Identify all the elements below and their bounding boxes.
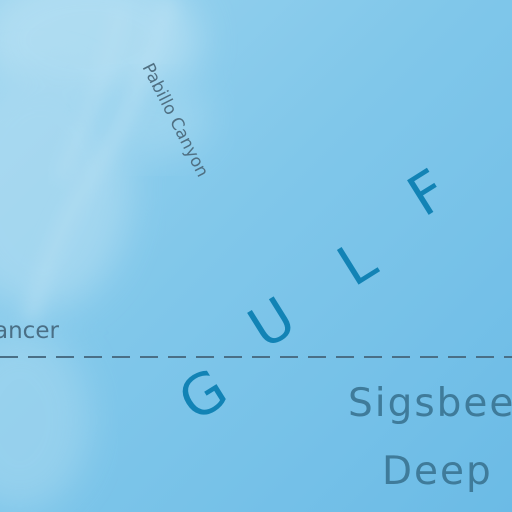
shelf-texture (0, 0, 210, 510)
sigsbee-deep-label-line1: Sigsbee (348, 381, 512, 426)
sigsbee-deep-label-line2: Deep (382, 449, 493, 494)
tropic-of-cancer-label: ancer (0, 318, 59, 344)
